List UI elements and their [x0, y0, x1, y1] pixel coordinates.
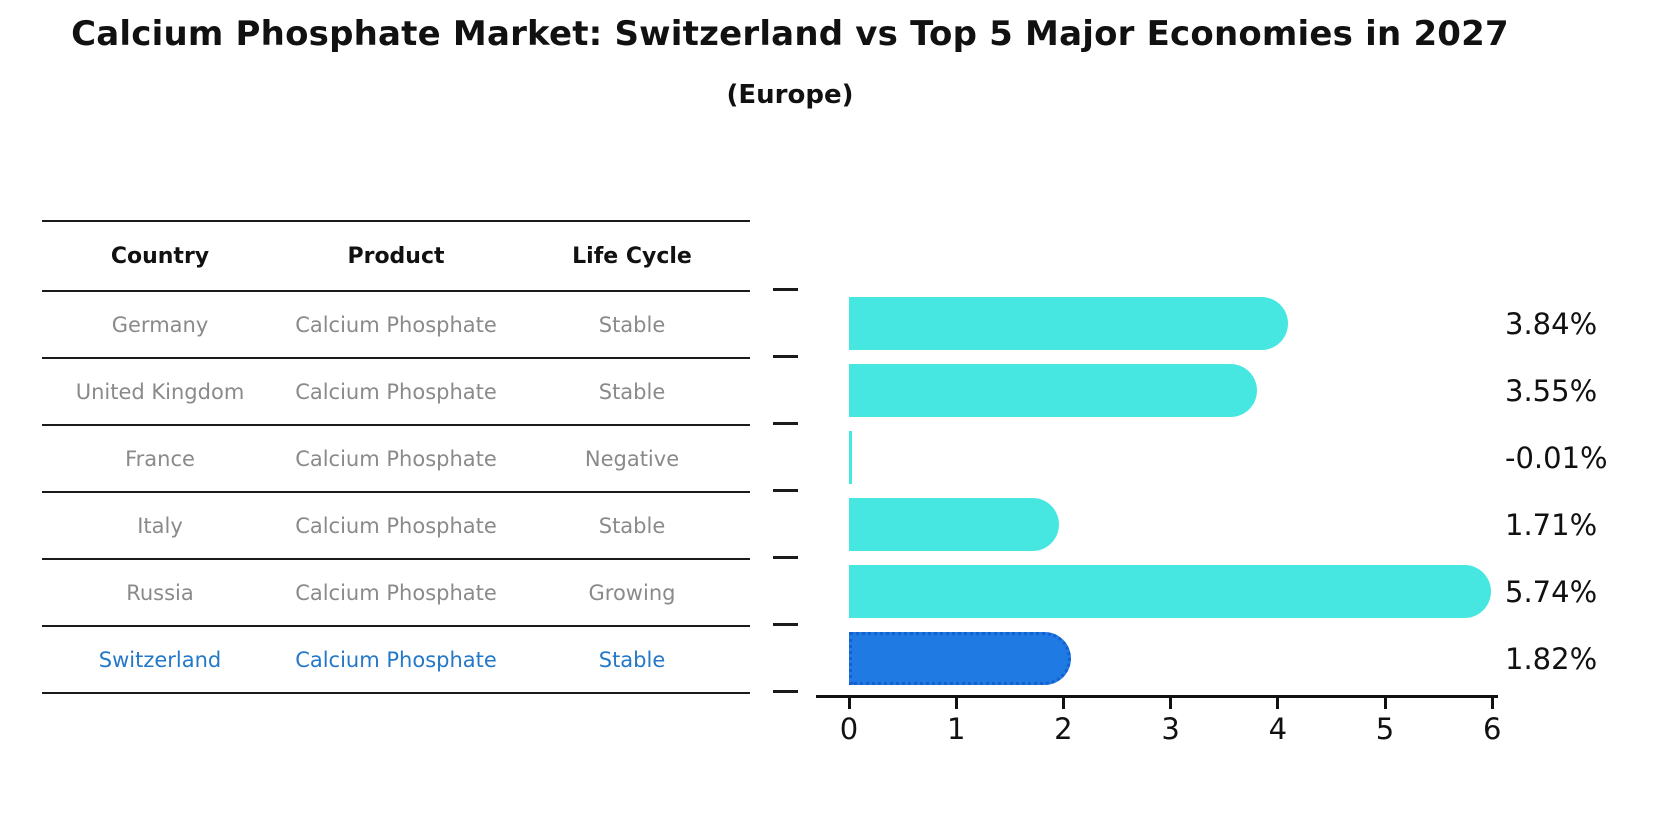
- cell-country: France: [125, 446, 195, 471]
- cell-life-cycle: Stable: [598, 312, 666, 337]
- bar-france: [849, 431, 852, 484]
- cell-product: Calcium Phosphate: [295, 513, 497, 538]
- table-row: Switzerland Calcium Phosphate Stable: [42, 627, 750, 694]
- x-axis-tick: [1169, 698, 1173, 709]
- cell-product: Calcium Phosphate: [295, 580, 497, 605]
- chart-title: Calcium Phosphate Market: Switzerland vs…: [71, 14, 1509, 54]
- bar-value-label: -0.01%: [1505, 440, 1608, 475]
- bar-highlight-switzerland: [849, 632, 1072, 685]
- x-axis-tick: [1276, 698, 1280, 709]
- x-tick-label: 0: [839, 712, 859, 746]
- bar-value-label: 5.74%: [1505, 574, 1598, 609]
- table-row: Italy Calcium Phosphate Stable: [42, 493, 750, 560]
- bar-value-label: 3.55%: [1505, 373, 1598, 408]
- x-tick-label: 2: [1054, 712, 1073, 746]
- bar-value-label: 3.84%: [1505, 306, 1598, 341]
- table-row: United Kingdom Calcium Phosphate Stable: [42, 359, 750, 426]
- cell-product: Calcium Phosphate: [295, 379, 497, 404]
- bar-value-label: 1.82%: [1505, 641, 1598, 676]
- cell-life-cycle: Growing: [588, 580, 676, 605]
- table-row: Russia Calcium Phosphate Growing: [42, 560, 750, 627]
- cell-life-cycle: Stable: [598, 379, 666, 404]
- y-axis-tick: [773, 690, 798, 693]
- x-tick-label: 1: [946, 712, 966, 746]
- y-axis-tick: [773, 422, 798, 425]
- cell-country: Switzerland: [98, 647, 222, 672]
- cell-country: Russia: [126, 580, 194, 605]
- y-axis-tick: [773, 288, 798, 291]
- x-axis-tick: [1490, 698, 1494, 709]
- x-axis-tick: [954, 698, 958, 709]
- bar-germany: [849, 297, 1288, 350]
- bar-russia: [849, 565, 1492, 618]
- cell-country: Germany: [111, 312, 209, 337]
- table-header-row: Country Product Life Cycle: [42, 222, 750, 292]
- column-header: Product: [347, 243, 445, 269]
- x-axis-tick: [1383, 698, 1387, 709]
- y-axis-tick: [773, 623, 798, 626]
- x-axis-tick: [1061, 698, 1065, 709]
- bar-italy: [849, 498, 1060, 551]
- x-axis-tick: [847, 698, 851, 709]
- cell-product: Calcium Phosphate: [295, 647, 497, 672]
- y-axis-tick: [773, 489, 798, 492]
- cell-product: Calcium Phosphate: [295, 446, 497, 471]
- cell-life-cycle: Negative: [584, 446, 680, 471]
- x-tick-label: 3: [1161, 712, 1180, 746]
- column-header: Life Cycle: [572, 243, 692, 269]
- x-tick-label: 4: [1268, 712, 1288, 746]
- x-tick-label: 5: [1375, 712, 1395, 746]
- bar-united-kingdom: [849, 364, 1257, 417]
- x-tick-label: 6: [1482, 712, 1502, 746]
- cell-product: Calcium Phosphate: [295, 312, 497, 337]
- comparison-table: Country Product Life Cycle Germany Calcium P…: [42, 220, 750, 694]
- cell-life-cycle: Stable: [598, 647, 666, 672]
- cell-country: United Kingdom: [75, 379, 245, 404]
- chart-subtitle: (Europe): [726, 80, 854, 110]
- y-axis-tick: [773, 556, 798, 559]
- cell-country: Italy: [137, 513, 183, 538]
- table-row: France Calcium Phosphate Negative: [42, 426, 750, 493]
- y-axis-tick: [773, 355, 798, 358]
- cell-life-cycle: Stable: [598, 513, 666, 538]
- table-row: Germany Calcium Phosphate Stable: [42, 292, 750, 359]
- bar-value-label: 1.71%: [1505, 507, 1598, 542]
- column-header: Country: [110, 243, 210, 269]
- x-axis-line: [816, 695, 1498, 698]
